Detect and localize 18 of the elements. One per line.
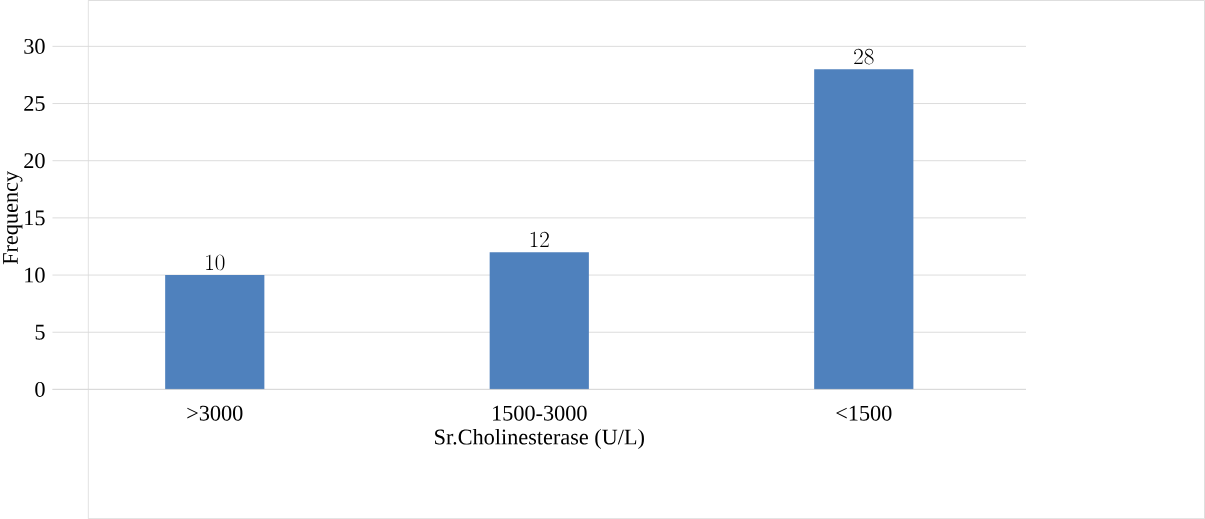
data-label: 10 (206, 254, 225, 271)
y-axis-title: Frequency (3, 170, 23, 265)
y-tick-label: 30 (24, 38, 45, 54)
y-tick-label: 25 (24, 95, 45, 111)
data-label: 28 (854, 48, 874, 65)
y-tick-label: 0 (35, 381, 45, 397)
x-tick-label: 1500-3000 (493, 405, 587, 421)
x-tick-label: <1500 (836, 405, 892, 421)
y-tick-label: 15 (25, 210, 45, 226)
y-tick-label: 20 (24, 153, 45, 169)
x-axis-title: Sr.Cholinesterase (U/L) (435, 428, 644, 449)
data-label: 12 (530, 231, 549, 247)
y-tick-label: 5 (35, 324, 45, 340)
bar (165, 274, 265, 390)
bar (489, 252, 589, 390)
x-tick-label: >3000 (187, 405, 243, 421)
bar (814, 69, 914, 390)
y-tick-label: 10 (25, 267, 45, 283)
